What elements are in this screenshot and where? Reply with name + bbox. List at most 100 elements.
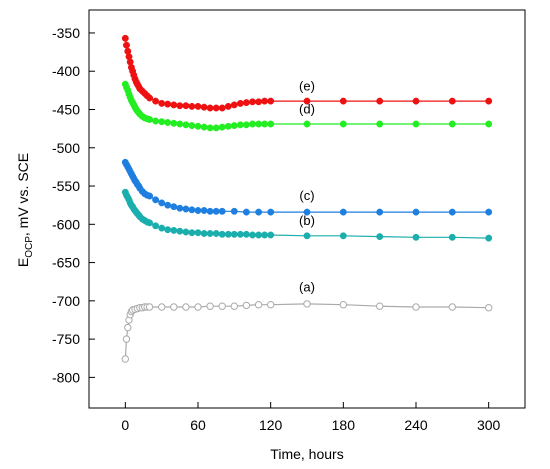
data-point-b xyxy=(485,234,493,242)
x-tick-label: 240 xyxy=(404,417,428,433)
x-tick-label: 0 xyxy=(121,417,129,433)
data-point-a xyxy=(206,302,214,310)
data-point-e xyxy=(188,102,196,110)
series-label-a: (a) xyxy=(299,280,315,295)
data-point-c xyxy=(242,208,250,216)
data-point-c xyxy=(212,207,220,215)
data-point-b xyxy=(249,231,256,239)
y-axis-label-rest: , mV vs. SCE xyxy=(15,153,31,236)
data-point-e xyxy=(485,97,493,105)
data-point-d xyxy=(206,124,214,132)
data-point-d xyxy=(236,121,244,129)
data-point-a xyxy=(230,302,239,310)
data-point-b xyxy=(194,229,202,237)
data-point-c xyxy=(303,208,311,216)
data-point-d xyxy=(339,120,347,128)
data-point-c xyxy=(339,208,347,216)
data-point-c xyxy=(158,199,166,207)
series-label-b: (b) xyxy=(299,213,315,228)
data-point-e xyxy=(158,99,166,107)
data-point-c xyxy=(164,201,172,209)
y-axis-label: EOCP, mV vs. SCE xyxy=(15,153,35,267)
data-point-d xyxy=(448,120,456,128)
data-point-d xyxy=(376,120,384,128)
data-point-d xyxy=(182,121,190,129)
data-point-d xyxy=(188,122,196,130)
data-point-e xyxy=(200,103,208,111)
data-point-b xyxy=(255,231,263,239)
data-point-b xyxy=(152,222,160,230)
data-point-c xyxy=(448,208,456,216)
data-point-b xyxy=(224,230,232,238)
data-point-b xyxy=(303,232,311,240)
data-point-d xyxy=(212,124,220,132)
data-point-e xyxy=(146,94,154,102)
y-tick-label: -600 xyxy=(52,216,80,232)
data-point-b xyxy=(146,219,154,227)
data-point-d xyxy=(230,122,238,130)
data-point-b xyxy=(261,231,269,239)
data-point-c xyxy=(218,207,226,215)
data-point-a xyxy=(182,303,190,311)
data-point-c xyxy=(376,208,384,216)
data-point-b xyxy=(236,230,244,238)
data-point-b xyxy=(267,231,275,239)
data-point-c xyxy=(146,192,154,200)
x-tick-label: 120 xyxy=(259,417,283,433)
y-tick-label: -500 xyxy=(52,140,80,156)
data-point-d xyxy=(261,120,269,128)
data-point-b xyxy=(448,233,456,241)
data-point-b xyxy=(170,226,178,234)
series-line-a xyxy=(124,303,489,360)
y-tick-label: -700 xyxy=(52,293,80,309)
data-point-e xyxy=(218,104,226,112)
data-point-a xyxy=(194,303,202,311)
data-point-d xyxy=(200,123,208,131)
data-point-d xyxy=(242,121,250,129)
data-point-c xyxy=(170,203,178,211)
data-point-b xyxy=(200,230,208,237)
data-point-c xyxy=(412,208,420,216)
data-point-e xyxy=(194,102,202,110)
data-point-a xyxy=(242,301,251,310)
data-point-a xyxy=(121,355,130,363)
data-point-d xyxy=(267,120,275,128)
data-point-c xyxy=(182,205,190,213)
data-point-e xyxy=(152,97,160,105)
data-point-e xyxy=(261,97,269,105)
data-point-e xyxy=(249,98,256,106)
data-point-a xyxy=(122,335,131,343)
data-point-a xyxy=(124,323,132,332)
data-point-a xyxy=(254,301,263,309)
data-point-a xyxy=(339,301,347,309)
y-tick-label: -450 xyxy=(52,102,80,118)
data-point-e xyxy=(339,97,347,105)
data-point-b xyxy=(376,233,384,241)
series-line-e xyxy=(124,38,489,109)
series-points xyxy=(121,34,493,363)
y-tick-label: -750 xyxy=(52,331,80,347)
x-tick-label: 60 xyxy=(190,417,206,433)
data-point-a xyxy=(158,303,166,311)
data-point-e xyxy=(303,97,311,105)
data-point-d xyxy=(249,120,256,128)
data-point-a xyxy=(412,303,420,311)
y-axis-ticks: -350 -400 -450 -500 -550 -600 -650 -700 -750 -800 xyxy=(52,25,95,385)
data-point-e xyxy=(182,102,190,110)
series-label-c: (c) xyxy=(299,188,314,203)
data-point-d xyxy=(412,120,420,128)
data-point-c xyxy=(255,208,263,216)
data-point-d xyxy=(303,120,311,128)
data-point-b xyxy=(158,224,166,232)
data-point-e xyxy=(412,97,420,105)
data-point-a xyxy=(170,303,178,311)
data-point-e xyxy=(164,100,172,108)
data-point-b xyxy=(242,230,250,238)
data-point-e xyxy=(242,99,250,107)
data-point-e xyxy=(267,97,275,105)
data-point-c xyxy=(206,207,214,215)
data-point-d xyxy=(255,120,263,128)
data-point-d xyxy=(158,118,166,126)
data-point-e xyxy=(255,98,263,106)
data-point-e xyxy=(236,99,244,107)
